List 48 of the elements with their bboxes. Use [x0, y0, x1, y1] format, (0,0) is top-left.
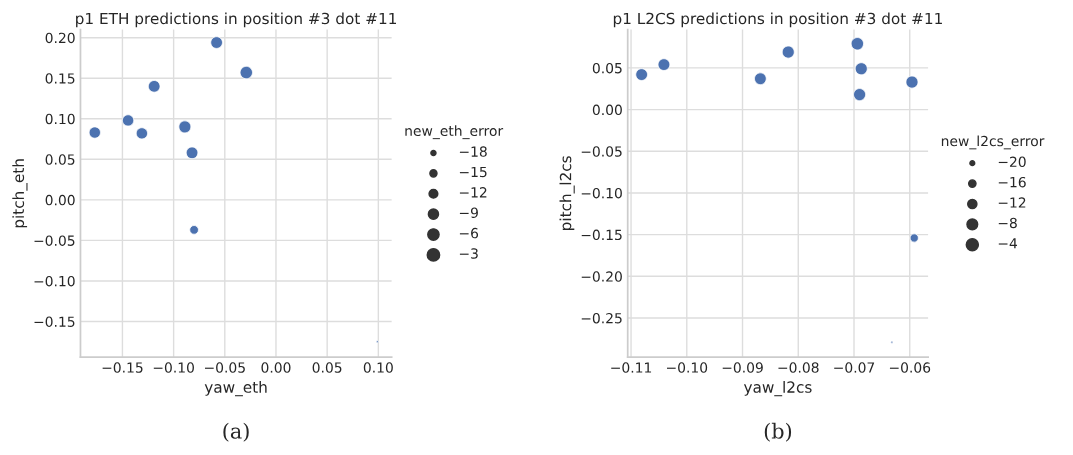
legend-label: −18 [459, 146, 487, 157]
x-tick-label: −0.05 [204, 362, 245, 373]
legend-label: −3 [459, 248, 478, 259]
text: (a) [223, 422, 249, 442]
y-tick-label: −0.10 [34, 275, 75, 287]
x-tick-label: −0.10 [666, 362, 708, 373]
y-tick-label: 0.15 [45, 73, 75, 84]
x-axis-title: yaw_l2cs [743, 381, 812, 397]
legend-title: new_l2cs_error [941, 135, 1045, 150]
text: (b) [764, 422, 792, 442]
y-tick-label: 0.10 [45, 113, 75, 125]
x-tick-label: −0.09 [722, 362, 763, 373]
legend-label: −20 [998, 156, 1026, 168]
y-tick-label: 0.20 [45, 32, 75, 44]
y-tick-label: 0.00 [45, 194, 75, 206]
legend-label: −6 [459, 227, 479, 239]
legend-label: −12 [998, 197, 1026, 208]
x-tick-label: 0.05 [312, 362, 342, 373]
legend-title: new_eth_error [405, 125, 504, 140]
y-tick-label: −0.15 [581, 229, 622, 241]
y-tick-label: −0.10 [581, 187, 622, 199]
x-tick-label: −0.10 [153, 362, 194, 373]
y-tick-label: −0.20 [581, 271, 622, 282]
x-tick-label: 0.10 [363, 362, 393, 373]
y-tick-label: 0.05 [592, 62, 622, 74]
legend-label: −9 [459, 207, 478, 218]
y-tick-label: −0.05 [34, 235, 75, 246]
x-axis-title: yaw_eth [204, 381, 267, 397]
x-tick-label: −0.15 [102, 362, 143, 373]
x-tick-label: 0.00 [261, 362, 291, 373]
y-tick-label: 0.00 [592, 104, 622, 116]
x-tick-label: −0.06 [889, 362, 931, 373]
legend-label: −4 [998, 238, 1018, 249]
chart-title: p1 ETH predictions in position #3 dot #11 [76, 12, 397, 28]
y-axis-title: pitch_eth [12, 159, 28, 228]
x-tick-label: −0.08 [778, 362, 819, 373]
y-tick-label: −0.05 [581, 146, 622, 157]
x-tick-label: −0.07 [834, 362, 875, 373]
x-tick-label: −0.11 [611, 362, 652, 373]
y-axis-title: pitch_l2cs [559, 156, 575, 230]
legend-label: −8 [998, 217, 1017, 229]
y-tick-label: 0.05 [45, 154, 75, 165]
legend-label: −15 [459, 166, 487, 178]
chart-title: p1 L2CS predictions in position #3 dot #11 [613, 12, 942, 28]
y-tick-label: −0.25 [581, 312, 622, 324]
y-tick-label: −0.15 [34, 316, 75, 327]
legend-label: −16 [998, 176, 1026, 188]
legend-label: −12 [459, 187, 487, 198]
